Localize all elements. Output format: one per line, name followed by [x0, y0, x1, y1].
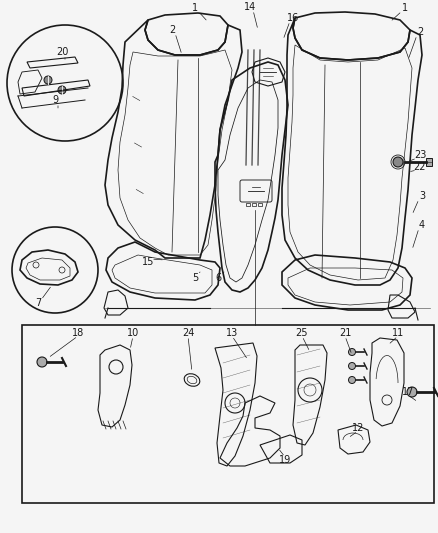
Circle shape — [44, 76, 52, 84]
Text: 22: 22 — [414, 162, 426, 172]
Text: 21: 21 — [339, 328, 351, 338]
Circle shape — [407, 387, 417, 397]
Text: 1: 1 — [192, 3, 198, 13]
Polygon shape — [426, 158, 432, 166]
Text: 7: 7 — [35, 298, 41, 308]
Text: 16: 16 — [287, 13, 299, 23]
Text: 18: 18 — [72, 328, 84, 338]
Text: 23: 23 — [414, 150, 426, 160]
Circle shape — [393, 157, 403, 167]
Text: 14: 14 — [244, 2, 256, 12]
Text: 17: 17 — [402, 387, 414, 397]
Text: 20: 20 — [56, 47, 68, 57]
Text: 10: 10 — [127, 328, 139, 338]
Text: 19: 19 — [279, 455, 291, 465]
Bar — [252, 203, 256, 206]
Text: 1: 1 — [402, 3, 408, 13]
Bar — [258, 203, 262, 206]
Circle shape — [349, 349, 356, 356]
Circle shape — [58, 86, 66, 94]
Text: 11: 11 — [392, 328, 404, 338]
Bar — [22, 325, 434, 503]
Text: 9: 9 — [52, 95, 58, 105]
Text: 5: 5 — [192, 273, 198, 283]
Text: 12: 12 — [352, 423, 364, 433]
Text: 24: 24 — [182, 328, 194, 338]
Text: 2: 2 — [417, 27, 423, 37]
Circle shape — [37, 357, 47, 367]
Text: 2: 2 — [169, 25, 175, 35]
Text: 4: 4 — [419, 220, 425, 230]
Text: 3: 3 — [419, 191, 425, 201]
Text: 25: 25 — [296, 328, 308, 338]
Text: 15: 15 — [142, 257, 154, 267]
Circle shape — [349, 362, 356, 369]
Text: 6: 6 — [215, 273, 221, 283]
Circle shape — [349, 376, 356, 384]
Text: 13: 13 — [226, 328, 238, 338]
Bar — [246, 203, 250, 206]
